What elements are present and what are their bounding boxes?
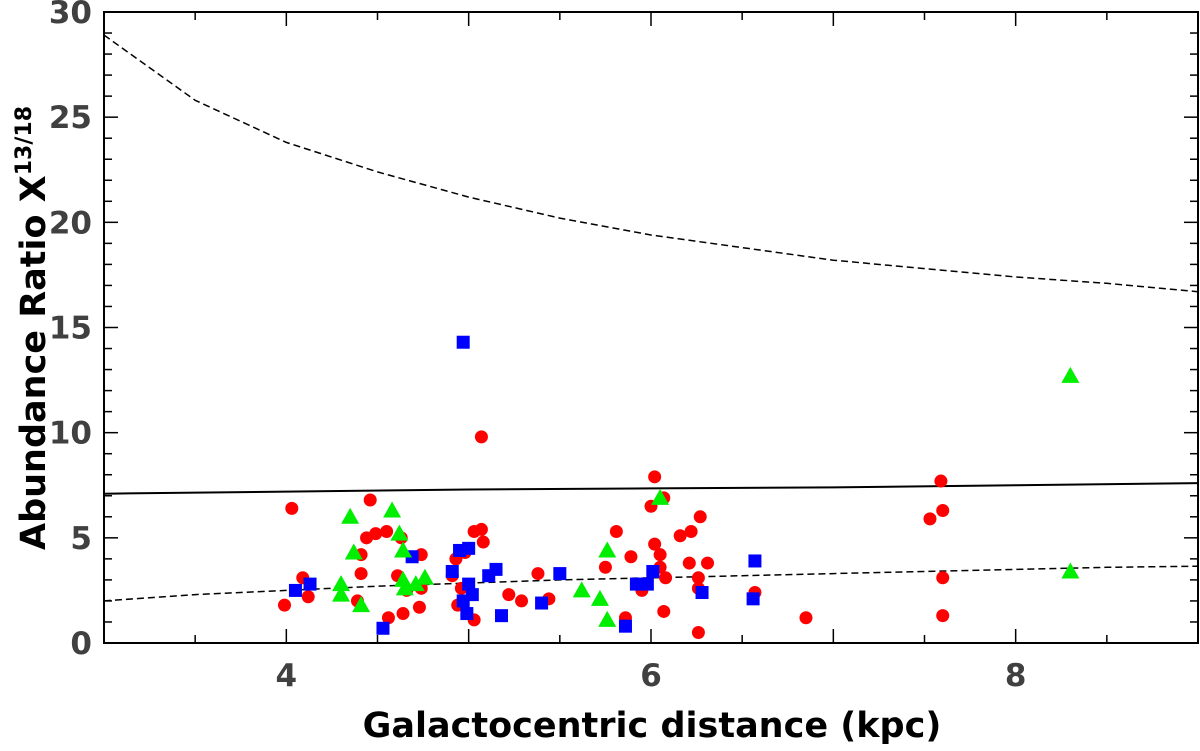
y-tick-label-10: 10	[49, 416, 92, 452]
x-tick-label-6: 6	[640, 658, 662, 694]
curve-upper-dashed-curve	[104, 34, 1198, 293]
squares-point-16	[553, 567, 567, 581]
circles-point-29	[502, 588, 516, 602]
circles-point-39	[648, 537, 662, 551]
triangles-point-11	[415, 568, 434, 585]
triangles-point-9	[395, 579, 414, 596]
squares-point-13	[489, 562, 503, 576]
triangles-point-18	[1061, 562, 1080, 579]
y-tick-label-5: 5	[70, 521, 92, 557]
circles-point-28	[474, 430, 488, 444]
circles-point-50	[693, 510, 707, 524]
squares-point-1	[303, 577, 317, 591]
triangles-point-3	[344, 543, 363, 560]
circles-point-7	[369, 527, 383, 541]
triangles-point-7	[394, 541, 413, 558]
triangles-point-16	[651, 488, 670, 505]
squares-point-20	[646, 564, 660, 578]
x-tick-label-8: 8	[1005, 658, 1027, 694]
triangles-point-5	[383, 501, 402, 518]
curve-lower-dashed-curve	[104, 565, 1198, 602]
axes-layer: 4 6 8 0 5 10 15 20 25 30	[49, 0, 1199, 694]
circles-point-31	[531, 567, 545, 581]
circles-point-25	[474, 522, 488, 536]
circles-point-40	[648, 470, 662, 484]
squares-point-21	[695, 586, 709, 600]
circles-point-53	[701, 556, 715, 570]
circles-point-48	[684, 525, 698, 539]
circles-point-10	[354, 567, 368, 581]
circles-point-57	[934, 474, 948, 488]
squares-point-0	[288, 583, 302, 597]
circles-point-18	[412, 600, 426, 614]
circles-point-6	[363, 493, 377, 507]
circles-point-49	[691, 571, 705, 585]
curve-solid-line	[104, 482, 1198, 495]
circles-point-8	[380, 525, 394, 539]
triangles-point-2	[341, 507, 360, 524]
circles-point-33	[598, 560, 612, 574]
y-tick-label-20: 20	[49, 205, 92, 241]
circles-point-2	[301, 590, 315, 604]
circles-point-55	[799, 611, 813, 625]
circles-point-26	[476, 535, 490, 549]
circles-point-43	[659, 571, 673, 585]
squares-point-11	[465, 588, 479, 602]
triangles-point-8	[394, 570, 413, 587]
circles-point-46	[673, 529, 687, 543]
triangles-point-14	[598, 610, 617, 627]
circles-point-34	[609, 525, 623, 539]
data-group	[104, 34, 1198, 639]
squares-point-6	[456, 335, 470, 349]
circles-point-41	[653, 548, 667, 562]
circles-point-52	[691, 625, 705, 639]
y-axis-title-main: Abundance Ratio X	[14, 175, 54, 550]
y-tick-label-30: 30	[49, 0, 92, 31]
circles-point-58	[936, 503, 950, 517]
circles-point-15	[396, 607, 410, 621]
circles-point-45	[657, 604, 671, 618]
squares-point-14	[494, 609, 508, 623]
y-axis-title-superscript: 13/18	[12, 106, 37, 175]
triangles-point-10	[406, 575, 425, 592]
circles-point-0	[285, 501, 299, 515]
triangles-point-1	[332, 585, 351, 602]
triangles-point-0	[332, 575, 351, 592]
squares-point-22	[746, 592, 760, 606]
y-tick-label-25: 25	[49, 100, 92, 136]
circles-point-36	[624, 550, 638, 564]
circles-point-1	[278, 598, 292, 612]
triangles-point-13	[590, 589, 609, 606]
circles-point-11	[381, 611, 395, 625]
triangles-point-6	[390, 524, 409, 541]
squares-point-8	[462, 541, 476, 555]
squares-point-23	[748, 554, 762, 568]
squares-point-10	[460, 607, 474, 621]
triangles-point-12	[572, 581, 591, 598]
x-axis-title: Galactocentric distance (kpc)	[363, 706, 942, 746]
y-axis-title: Abundance Ratio X13/18	[12, 106, 54, 550]
triangles-point-15	[598, 541, 617, 558]
y-tick-label-0: 0	[70, 626, 92, 662]
circles-point-59	[936, 571, 950, 585]
triangles-point-17	[1061, 366, 1080, 383]
squares-point-9	[462, 577, 476, 591]
circles-point-60	[936, 609, 950, 623]
squares-point-19	[640, 577, 654, 591]
squares-point-15	[535, 596, 549, 610]
circles-point-30	[515, 594, 529, 608]
squares-point-4	[445, 564, 459, 578]
y-tick-label-15: 15	[49, 311, 92, 347]
x-tick-label-4: 4	[276, 658, 298, 694]
squares-point-2	[376, 621, 390, 635]
squares-point-17	[618, 619, 632, 633]
circles-point-56	[923, 512, 937, 526]
circles-point-47	[682, 556, 696, 570]
plot-layer	[104, 34, 1198, 639]
squares-point-18	[629, 577, 643, 591]
triangles-point-4	[352, 596, 371, 613]
